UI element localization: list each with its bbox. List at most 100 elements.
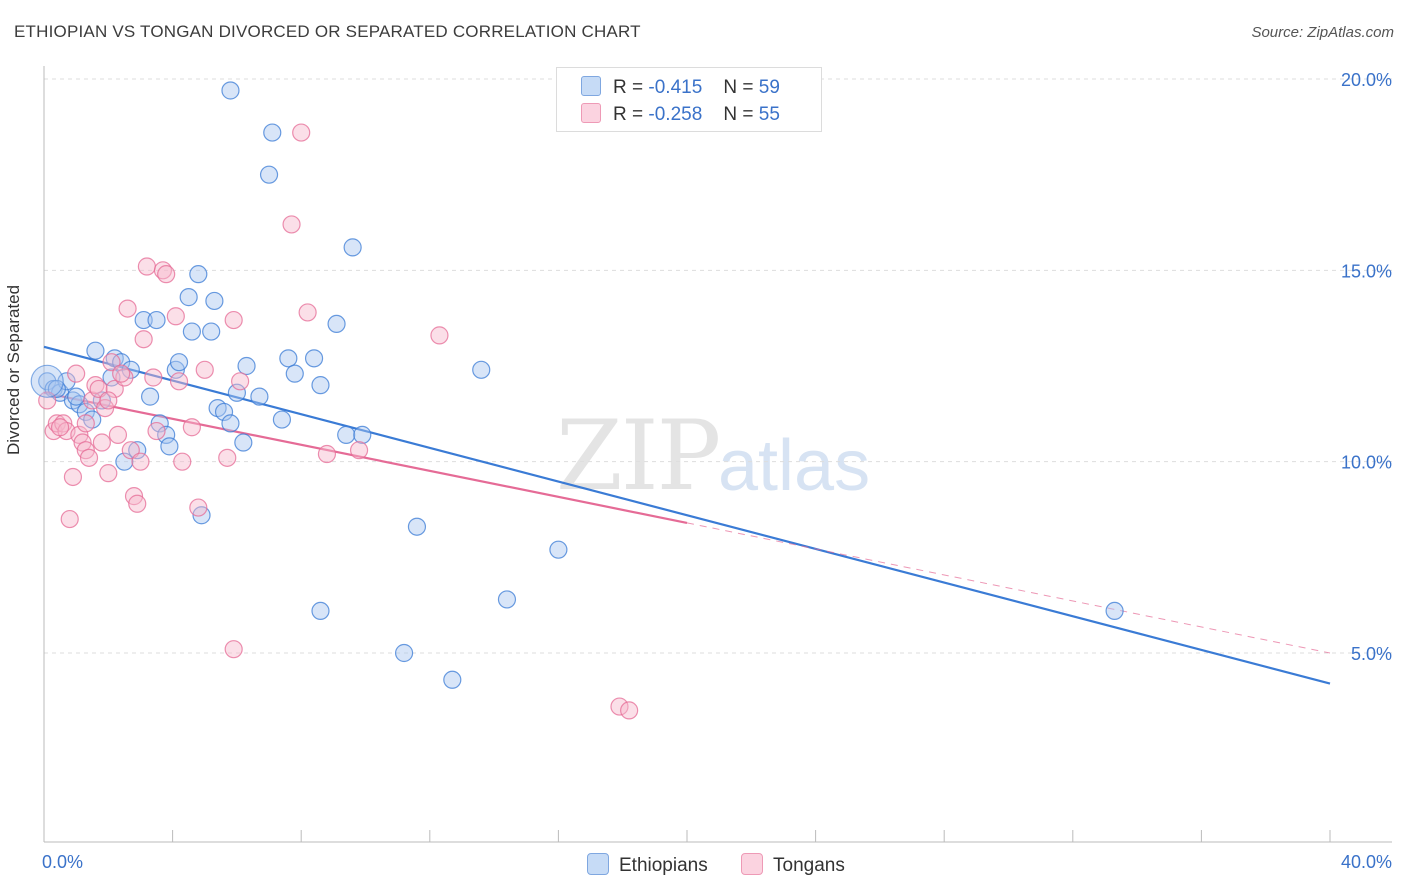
point-tongans <box>189 498 208 517</box>
point-ethiopians <box>205 291 224 311</box>
point-ethiopians <box>472 360 491 379</box>
r-label: R = <box>613 77 644 98</box>
point-tongans <box>231 372 250 391</box>
point-ethiopians <box>160 437 179 456</box>
point-ethiopians <box>179 288 198 307</box>
trend-line-tongans <box>43 391 688 524</box>
n-value: 55 <box>758 104 780 125</box>
point-ethiopians <box>353 425 372 444</box>
stats-legend: R = -0.415 N = 59 R = -0.258 N = 55 <box>556 67 822 132</box>
point-tongans <box>99 464 118 483</box>
point-tongans <box>76 414 95 433</box>
n-value: 59 <box>758 77 780 98</box>
point-ethiopians <box>202 322 221 341</box>
point-ethiopians <box>1105 601 1124 621</box>
point-tongans <box>79 448 99 467</box>
point-ethiopians <box>140 387 160 406</box>
tongans-swatch <box>581 103 601 123</box>
point-ethiopians <box>394 643 414 663</box>
ethiopians-legend-swatch <box>587 853 609 875</box>
points-layer <box>30 81 1124 720</box>
point-tongans <box>430 326 449 345</box>
point-tongans <box>620 701 639 720</box>
chart-title: ETHIOPIAN VS TONGAN DIVORCED OR SEPARATE… <box>14 22 641 41</box>
point-tongans <box>50 418 70 437</box>
point-tongans <box>112 364 131 383</box>
n-label: N = <box>723 77 754 98</box>
tongans-legend-swatch <box>741 853 764 875</box>
point-tongans <box>292 123 311 142</box>
point-tongans <box>166 307 185 326</box>
point-tongans <box>218 448 237 467</box>
y-tick-labels: 5.0% 10.0% 15.0% 20.0% <box>1341 70 1392 664</box>
axis-layer <box>43 66 1392 843</box>
point-ethiopians <box>497 590 517 609</box>
r-label: R = <box>613 104 644 125</box>
y-tick-label: 15.0% <box>1341 261 1392 281</box>
x-tick-label-min: 0.0% <box>42 852 84 872</box>
point-tongans <box>349 441 369 460</box>
source-credit: Source: ZipAtlas.com <box>1251 24 1394 41</box>
point-ethiopians <box>285 364 304 383</box>
point-tongans <box>195 360 214 379</box>
point-tongans <box>134 330 153 349</box>
stats-legend-row-tongans: R = -0.258 N = 55 <box>581 103 780 126</box>
point-ethiopians <box>157 425 176 444</box>
point-ethiopians <box>147 310 166 330</box>
point-tongans <box>63 467 83 487</box>
point-ethiopians <box>182 322 201 341</box>
point-tongans <box>317 444 337 464</box>
point-ethiopians <box>102 368 121 387</box>
trend-line-tongans <box>686 522 1331 654</box>
point-ethiopians <box>221 414 240 433</box>
r-value: -0.415 <box>648 77 703 98</box>
point-tongans <box>610 697 629 716</box>
legend-label: Tongans <box>773 855 845 876</box>
point-ethiopians <box>227 383 246 402</box>
point-ethiopians <box>237 356 256 376</box>
point-ethiopians <box>134 310 153 330</box>
legend-item-tongans[interactable]: Tongans <box>741 853 845 877</box>
point-ethiopians <box>407 517 427 536</box>
point-tongans <box>173 452 192 471</box>
legend-item-ethiopians[interactable]: Ethiopians <box>587 853 708 877</box>
point-ethiopians <box>343 238 362 257</box>
point-tongans <box>298 303 317 322</box>
watermark-atlas: atlas <box>718 426 871 506</box>
point-tongans <box>282 215 301 234</box>
y-axis-label: Divorced or Separated <box>4 284 23 455</box>
point-ethiopians <box>311 376 330 395</box>
point-tongans <box>99 391 118 410</box>
point-tongans <box>147 421 166 441</box>
point-tongans <box>224 310 243 330</box>
point-ethiopians <box>279 349 298 368</box>
point-ethiopians <box>30 364 64 398</box>
point-ethiopians <box>234 433 253 452</box>
point-tongans <box>169 372 189 391</box>
y-tick-label: 20.0% <box>1341 70 1392 90</box>
y-tick-label: 5.0% <box>1351 644 1392 664</box>
point-tongans <box>182 418 201 437</box>
n-label: N = <box>723 104 754 125</box>
ethiopians-swatch <box>581 76 601 96</box>
point-ethiopians <box>67 387 86 406</box>
point-tongans <box>67 364 86 383</box>
y-tick-label: 10.0% <box>1341 453 1392 473</box>
point-tongans <box>108 425 128 444</box>
point-tongans <box>224 640 243 659</box>
watermark-zip: ZIP <box>556 400 721 512</box>
point-ethiopians <box>189 265 208 284</box>
legend-label: Ethiopians <box>619 855 708 876</box>
stats-legend-row-ethiopians: R = -0.415 N = 59 <box>581 76 780 99</box>
point-ethiopians <box>259 165 279 184</box>
point-ethiopians <box>549 540 568 559</box>
point-tongans <box>118 299 137 318</box>
point-tongans <box>144 368 163 387</box>
point-ethiopians <box>443 670 462 689</box>
point-ethiopians <box>250 387 269 406</box>
r-value: -0.258 <box>648 104 703 125</box>
point-ethiopians <box>263 123 282 142</box>
trend-line-ethiopians <box>43 345 1331 685</box>
point-ethiopians <box>337 425 356 444</box>
